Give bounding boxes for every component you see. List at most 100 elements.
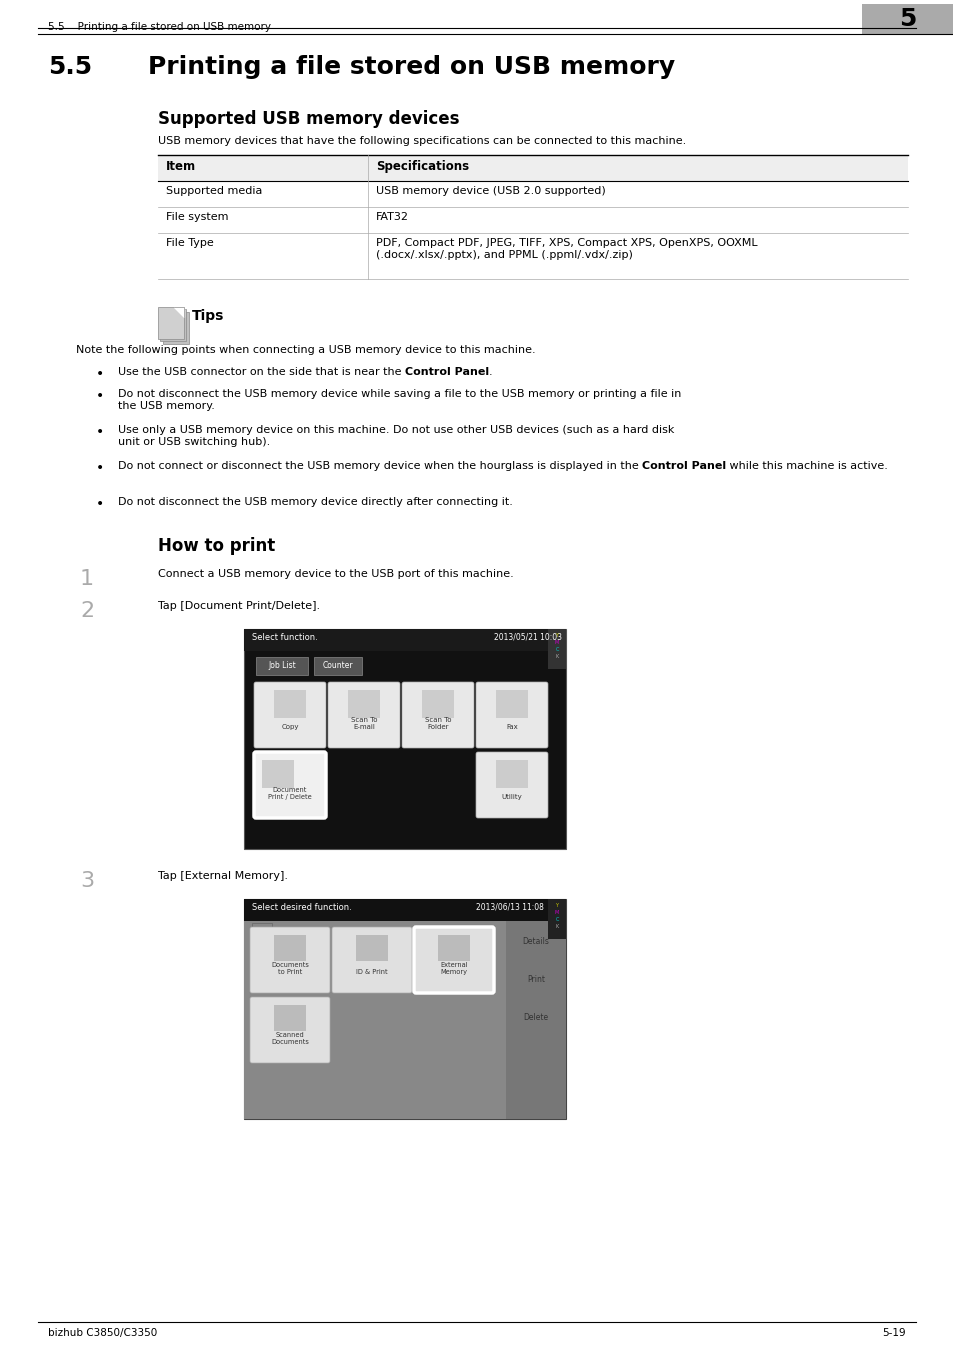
Bar xyxy=(160,309,186,342)
Text: 2013/05/21 10:03: 2013/05/21 10:03 xyxy=(494,633,561,643)
Text: Delete: Delete xyxy=(523,1012,548,1022)
Text: Specifications: Specifications xyxy=(375,161,469,173)
Bar xyxy=(158,306,184,339)
Text: ID & Print: ID & Print xyxy=(355,969,388,975)
Bar xyxy=(244,629,565,849)
Text: Printing a file stored on USB memory: Printing a file stored on USB memory xyxy=(148,55,675,80)
Text: Use only a USB memory device on this machine. Do not use other USB devices (such: Use only a USB memory device on this mac… xyxy=(118,425,674,447)
Text: Supported USB memory devices: Supported USB memory devices xyxy=(158,109,459,128)
Text: 5: 5 xyxy=(899,7,916,31)
Text: .: . xyxy=(489,367,493,377)
Text: Y: Y xyxy=(555,633,558,639)
Text: Document
Print / Delete: Document Print / Delete xyxy=(268,787,312,801)
FancyBboxPatch shape xyxy=(253,682,326,748)
Text: M: M xyxy=(555,910,558,915)
Text: USB memory devices that have the following specifications can be connected to th: USB memory devices that have the followi… xyxy=(158,136,685,146)
Bar xyxy=(547,899,565,940)
Text: External
Memory: External Memory xyxy=(439,963,467,975)
Bar xyxy=(244,899,565,1119)
Text: Do not disconnect the USB memory device while saving a file to the USB memory or: Do not disconnect the USB memory device … xyxy=(118,389,680,410)
Bar xyxy=(158,155,907,181)
Text: How to print: How to print xyxy=(158,537,275,555)
Text: Scan To
Folder: Scan To Folder xyxy=(424,717,451,730)
Text: Job List: Job List xyxy=(268,662,295,671)
Text: Tap [Document Print/Delete].: Tap [Document Print/Delete]. xyxy=(158,601,320,612)
Text: Supported media: Supported media xyxy=(166,186,262,196)
Text: Counter: Counter xyxy=(322,662,353,671)
Text: M: M xyxy=(555,640,558,645)
Text: •: • xyxy=(95,460,104,475)
FancyBboxPatch shape xyxy=(253,752,326,818)
Text: •: • xyxy=(95,389,104,404)
Bar xyxy=(355,936,388,961)
Bar xyxy=(252,923,272,946)
Text: •: • xyxy=(95,425,104,439)
FancyBboxPatch shape xyxy=(476,752,547,818)
Text: C: C xyxy=(555,647,558,652)
Bar xyxy=(547,629,565,670)
Bar xyxy=(274,690,306,718)
Text: •: • xyxy=(95,497,104,512)
Text: Item: Item xyxy=(166,161,196,173)
Polygon shape xyxy=(173,306,184,317)
Text: File Type: File Type xyxy=(166,238,213,248)
Bar xyxy=(255,657,308,675)
Bar xyxy=(496,760,527,788)
FancyBboxPatch shape xyxy=(414,927,494,994)
Bar xyxy=(421,690,454,718)
Bar xyxy=(505,921,565,1119)
FancyBboxPatch shape xyxy=(401,682,474,748)
FancyBboxPatch shape xyxy=(250,998,330,1062)
Text: Do not connect or disconnect the USB memory device when the hourglass is display: Do not connect or disconnect the USB mem… xyxy=(118,460,641,471)
Text: C: C xyxy=(555,917,558,922)
Text: 1: 1 xyxy=(80,568,94,589)
Text: while this machine is active.: while this machine is active. xyxy=(725,460,887,471)
Text: Tips: Tips xyxy=(192,309,224,323)
Bar xyxy=(862,4,953,34)
Text: USB memory device (USB 2.0 supported): USB memory device (USB 2.0 supported) xyxy=(375,186,605,196)
Text: 5.5: 5.5 xyxy=(48,55,92,80)
Text: Control Panel: Control Panel xyxy=(641,460,725,471)
FancyBboxPatch shape xyxy=(328,682,399,748)
Text: Connect a USB memory device to the USB port of this machine.: Connect a USB memory device to the USB p… xyxy=(158,568,514,579)
Text: 2013/06/13 11:08: 2013/06/13 11:08 xyxy=(476,903,543,913)
Bar xyxy=(348,690,379,718)
Text: •: • xyxy=(95,367,104,381)
Text: Control Panel: Control Panel xyxy=(405,367,489,377)
Text: PDF, Compact PDF, JPEG, TIFF, XPS, Compact XPS, OpenXPS, OOXML
(.docx/.xlsx/.ppt: PDF, Compact PDF, JPEG, TIFF, XPS, Compa… xyxy=(375,238,757,259)
Text: Print: Print xyxy=(526,975,544,984)
Bar xyxy=(274,936,306,961)
Text: K: K xyxy=(555,923,558,929)
Text: Scanned
Documents: Scanned Documents xyxy=(271,1031,309,1045)
Bar xyxy=(262,760,294,788)
Text: FAT32: FAT32 xyxy=(375,212,409,221)
Text: Select function.: Select function. xyxy=(252,633,317,643)
Text: Tap [External Memory].: Tap [External Memory]. xyxy=(158,871,288,882)
Bar xyxy=(244,629,565,651)
Bar xyxy=(274,1004,306,1031)
Text: Documents
to Print: Documents to Print xyxy=(271,963,309,975)
FancyBboxPatch shape xyxy=(476,682,547,748)
Text: 5-19: 5-19 xyxy=(882,1328,905,1338)
Text: Do not disconnect the USB memory device directly after connecting it.: Do not disconnect the USB memory device … xyxy=(118,497,513,508)
Bar xyxy=(314,657,361,675)
Text: 3: 3 xyxy=(80,871,94,891)
Text: Y: Y xyxy=(555,903,558,909)
Bar xyxy=(244,921,505,1119)
Text: Details: Details xyxy=(522,937,549,945)
Bar xyxy=(496,690,527,718)
Text: Select desired function.: Select desired function. xyxy=(252,903,352,913)
Text: Utility: Utility xyxy=(501,794,522,801)
Text: bizhub C3850/C3350: bizhub C3850/C3350 xyxy=(48,1328,157,1338)
Text: Note the following points when connecting a USB memory device to this machine.: Note the following points when connectin… xyxy=(76,346,535,355)
FancyBboxPatch shape xyxy=(332,927,412,994)
Bar xyxy=(244,899,565,921)
Text: Use the USB connector on the side that is near the: Use the USB connector on the side that i… xyxy=(118,367,405,377)
Text: Fax: Fax xyxy=(506,724,517,730)
FancyBboxPatch shape xyxy=(250,927,330,994)
Text: File system: File system xyxy=(166,212,229,221)
Text: 2: 2 xyxy=(80,601,94,621)
Bar xyxy=(163,312,189,344)
Bar xyxy=(437,936,470,961)
Text: Copy: Copy xyxy=(281,724,298,730)
